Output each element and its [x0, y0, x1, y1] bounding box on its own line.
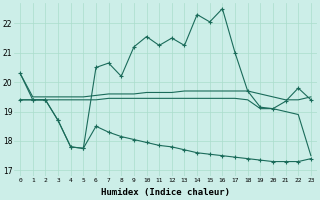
X-axis label: Humidex (Indice chaleur): Humidex (Indice chaleur) [101, 188, 230, 197]
